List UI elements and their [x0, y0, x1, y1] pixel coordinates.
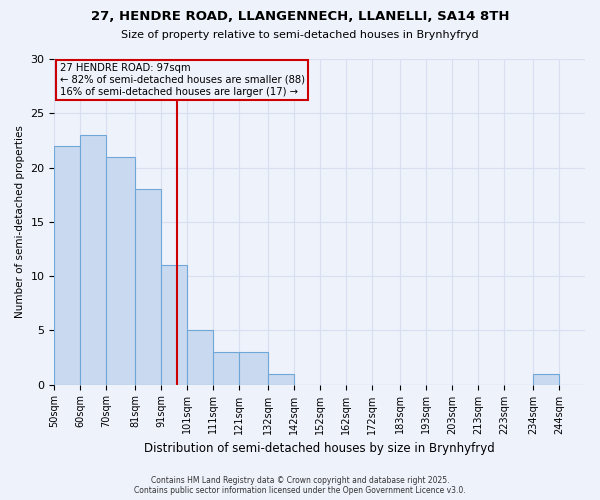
Bar	[239, 352, 268, 384]
Bar	[268, 374, 293, 384]
Bar	[533, 374, 559, 384]
Bar	[135, 189, 161, 384]
Y-axis label: Number of semi-detached properties: Number of semi-detached properties	[15, 126, 25, 318]
Text: 27, HENDRE ROAD, LLANGENNECH, LLANELLI, SA14 8TH: 27, HENDRE ROAD, LLANGENNECH, LLANELLI, …	[91, 10, 509, 23]
Bar	[80, 135, 106, 384]
Text: 27 HENDRE ROAD: 97sqm
← 82% of semi-detached houses are smaller (88)
16% of semi: 27 HENDRE ROAD: 97sqm ← 82% of semi-deta…	[59, 64, 305, 96]
Bar	[55, 146, 80, 384]
Bar	[187, 330, 213, 384]
Bar	[106, 156, 135, 384]
Bar	[161, 265, 187, 384]
X-axis label: Distribution of semi-detached houses by size in Brynhyfryd: Distribution of semi-detached houses by …	[145, 442, 495, 455]
Bar	[213, 352, 239, 384]
Text: Contains HM Land Registry data © Crown copyright and database right 2025.
Contai: Contains HM Land Registry data © Crown c…	[134, 476, 466, 495]
Text: Size of property relative to semi-detached houses in Brynhyfryd: Size of property relative to semi-detach…	[121, 30, 479, 40]
